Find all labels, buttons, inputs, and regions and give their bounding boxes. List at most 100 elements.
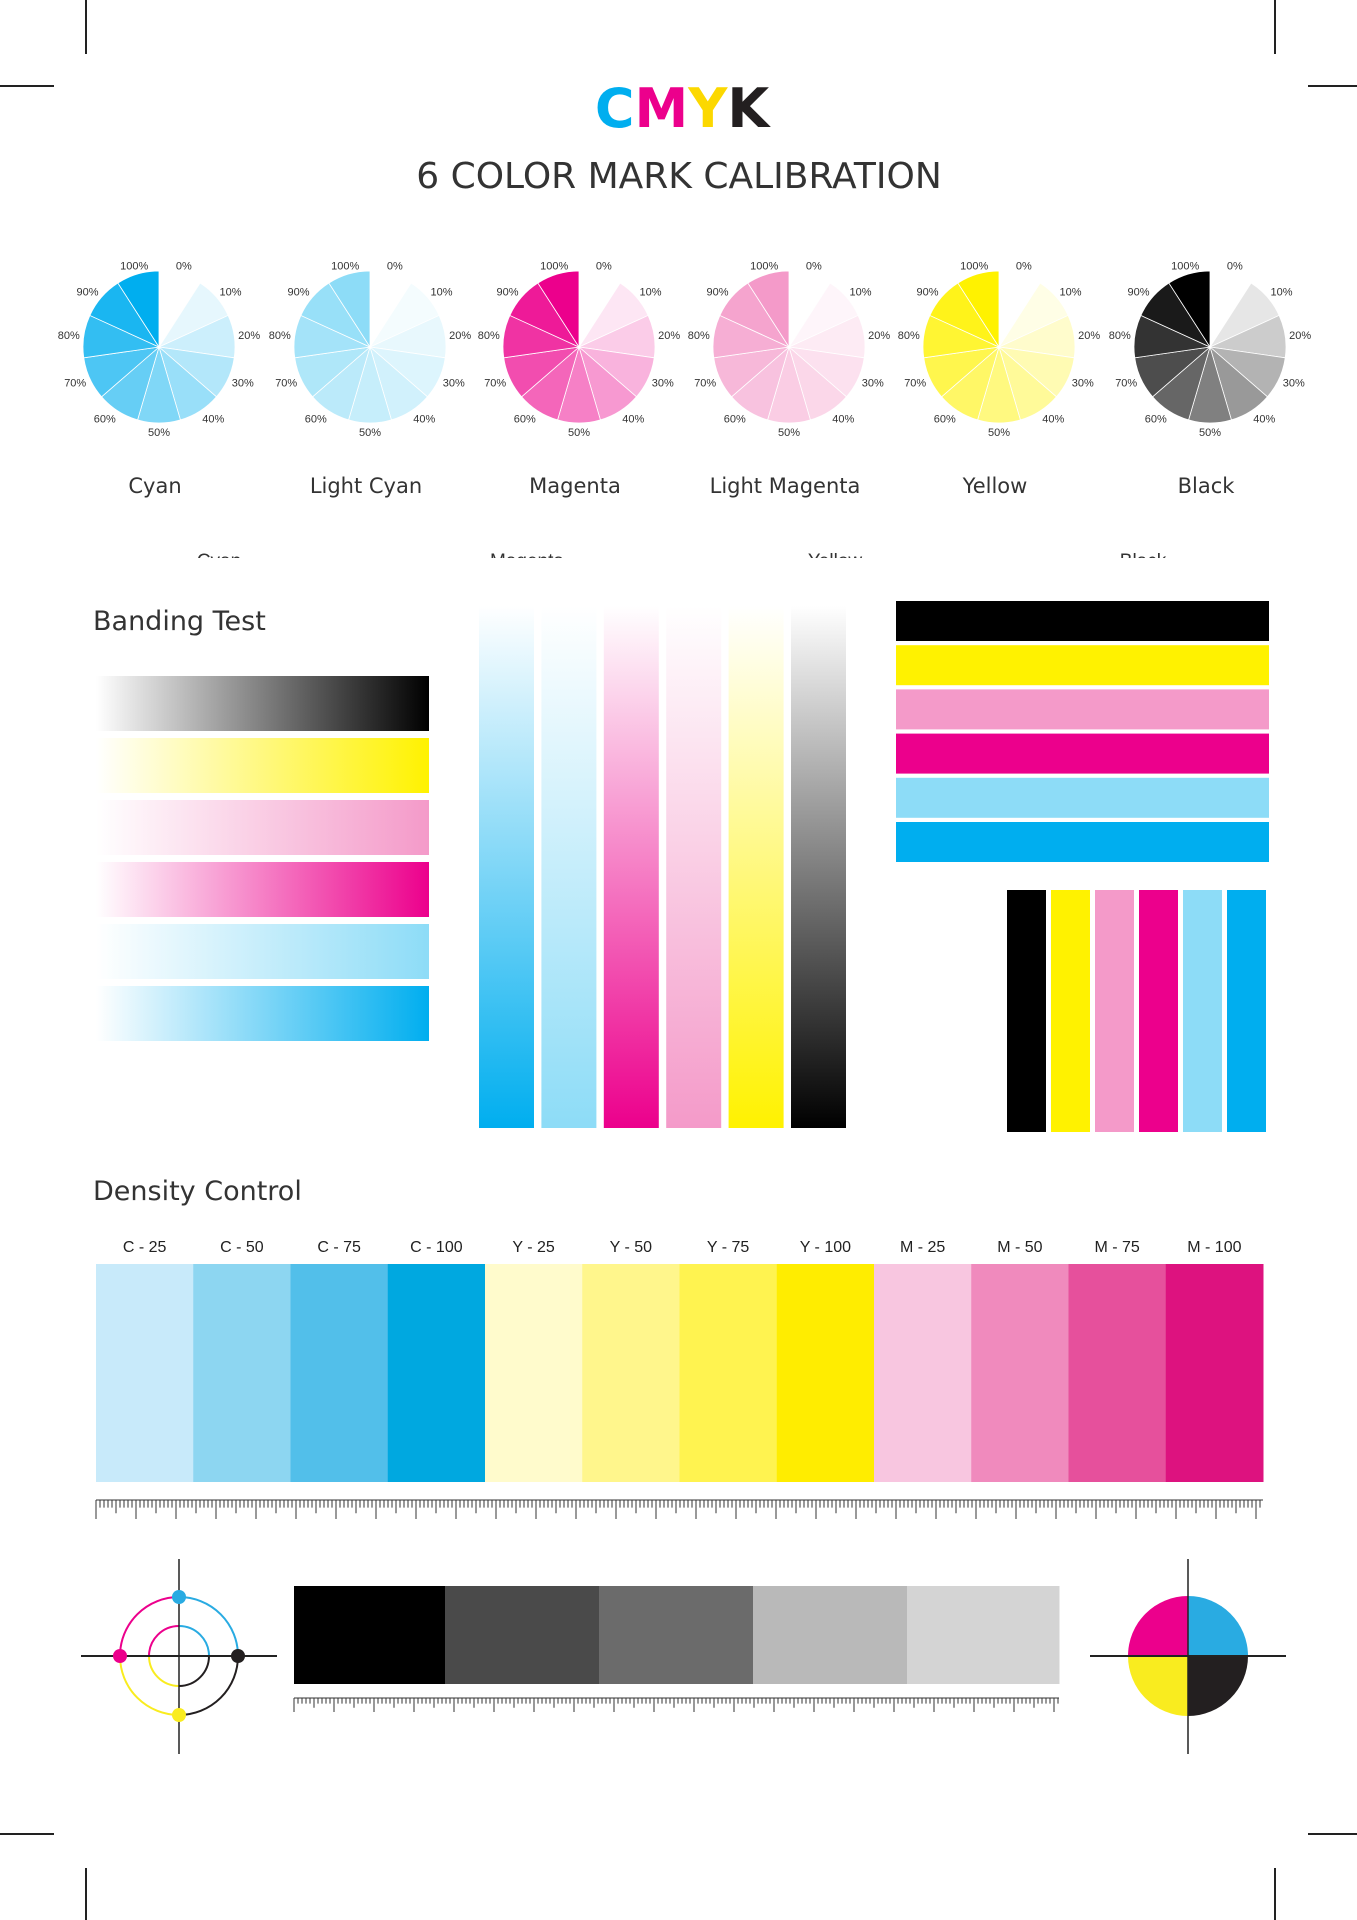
pie-light-cyan: 0% 10% 20% 30% 40% 50% 60% 70% 80% 90% 100% Light C… [269,260,472,498]
pie-color-name: Cyan [128,474,181,498]
cut-label: Yellow [808,551,863,572]
pie-slice [747,270,790,349]
banding-gradient-row [96,924,429,979]
density-patch-label: C - 25 [123,1239,167,1256]
density-patch-label: M - 75 [1094,1239,1139,1256]
gray-scale-patch [599,1586,754,1684]
quadrant-yellow [1128,1656,1188,1716]
title-letter-c: C [595,77,635,140]
pie-percent-label: 60% [94,414,116,426]
density-patch-label: C - 100 [410,1239,463,1256]
pie-color-name: Yellow [962,474,1028,498]
cut-label: Cyan [197,551,241,572]
density-patch [290,1264,389,1482]
pie-percent-label: 40% [832,414,854,426]
banding-gradient-row [96,862,429,917]
registration-dot-cyan [172,1590,186,1604]
pie-percent-label: 70% [904,377,926,389]
pie-color-name: Black [1178,474,1236,498]
density-patch [582,1264,680,1482]
pie-percent-label: 30% [862,377,884,389]
banding-gradient-column [791,606,846,1128]
pie-color-name: Light Magenta [710,474,861,498]
pie-percent-label: 90% [288,286,310,298]
banding-test-title: Banding Test [93,606,266,637]
pie-percent-label: 90% [1128,286,1150,298]
pie-percent-label: 0% [1016,260,1032,272]
pie-percent-label: 70% [694,377,716,389]
registration-arc [178,1655,239,1716]
pie-percent-label: 60% [934,414,956,426]
solid-color-row [896,822,1269,862]
pie-percent-label: 10% [1059,286,1081,298]
quadrant-cyan [1188,1596,1248,1656]
density-patch [96,1264,194,1482]
pie-light-magenta: 0% 10% 20% 30% 40% 50% 60% 70% 80% 90% 100% Light M… [688,260,891,498]
density-patch [679,1264,778,1482]
solid-color-row [896,645,1269,686]
pie-percent-label: 30% [443,377,465,389]
pie-percent-label: 70% [484,377,506,389]
banding-gradient-column [728,606,784,1128]
pie-slice [537,270,580,349]
pie-percent-label: 50% [1199,427,1221,439]
pie-percent-label: 0% [1227,260,1243,272]
pie-percent-label: 60% [1145,414,1167,426]
pie-percent-label: 30% [1072,377,1094,389]
subtitle: 6 COLOR MARK CALIBRATION [416,156,942,197]
density-patch [485,1264,583,1482]
solid-color-row [896,689,1269,730]
banding-gradient-row [96,676,429,731]
pie-percent-label: 20% [1289,330,1311,342]
registration-dot-yellow [172,1708,186,1722]
title-letter-k: K [727,77,771,140]
pie-percent-label: 80% [898,330,920,342]
pie-percent-label: 0% [387,260,403,272]
pie-percent-label: 30% [1283,377,1305,389]
density-patch [387,1264,486,1482]
density-patch [1068,1264,1167,1482]
gray-scale-bar [294,1586,1060,1684]
banding-gradient-row [96,986,429,1041]
pie-percent-label: 70% [64,377,86,389]
solid-color-column [1007,890,1046,1132]
pie-percent-label: 50% [359,427,381,439]
pie-percent-label: 90% [707,286,729,298]
pie-percent-label: 50% [988,427,1010,439]
density-patch-label: Y - 25 [512,1239,555,1256]
title-letter-y: Y [687,77,728,140]
pie-percent-label: 100% [960,260,988,272]
gray-scale-patch [445,1586,600,1684]
cut-labels: Cyan Magenta Yellow Black [197,551,1167,572]
pie-percent-label: 100% [120,260,148,272]
pie-percent-label: 90% [497,286,519,298]
pie-percent-label: 80% [58,330,80,342]
pie-percent-label: 100% [750,260,778,272]
density-control: C - 25 C - 50 C - 75 C - 100 Y - 25 Y - 50 Y -… [96,1239,1264,1482]
density-patch-label: Y - 100 [800,1239,851,1256]
banding-gradient-column [666,606,722,1128]
pie-percent-label: 20% [449,330,471,342]
pie-percent-label: 20% [658,330,680,342]
registration-target-circles [81,1559,277,1754]
pie-slice [957,270,1000,349]
cmyk-title: CMYK [595,77,772,140]
registration-arc [178,1625,210,1657]
banding-gradient-column [603,606,659,1128]
pie-percent-label: 0% [806,260,822,272]
registration-arc [178,1596,239,1657]
pie-slice [1168,270,1211,349]
density-patch-label: M - 25 [900,1239,945,1256]
pie-percent-label: 90% [77,286,99,298]
pie-percent-label: 80% [1109,330,1131,342]
pie-percent-label: 40% [1042,414,1064,426]
density-patch-label: C - 75 [317,1239,361,1256]
registration-dot-black [231,1649,245,1663]
pie-percent-label: 70% [1115,377,1137,389]
pie-percent-label: 10% [430,286,452,298]
registration-arc [119,1655,180,1716]
cut-label: Black [1120,551,1167,572]
registration-arc [178,1655,210,1687]
